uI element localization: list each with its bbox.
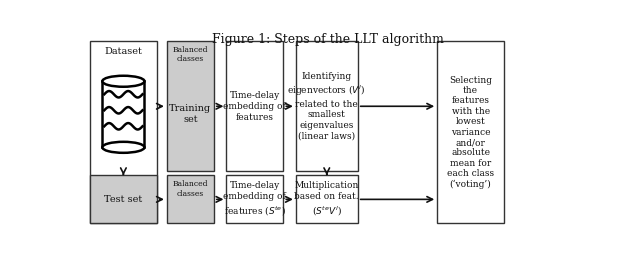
Text: Balanced
classes: Balanced classes [173,46,208,63]
FancyBboxPatch shape [296,175,358,223]
FancyBboxPatch shape [227,175,284,223]
FancyBboxPatch shape [167,41,214,171]
Text: Training
set: Training set [170,104,211,124]
Text: Figure 1: Steps of the LLT algorithm: Figure 1: Steps of the LLT algorithm [212,33,444,46]
Bar [102,81,145,147]
FancyBboxPatch shape [227,41,284,171]
Text: Test set: Test set [104,195,143,204]
FancyBboxPatch shape [90,41,157,223]
FancyBboxPatch shape [296,41,358,171]
FancyBboxPatch shape [437,41,504,223]
FancyBboxPatch shape [167,175,214,223]
Ellipse shape [102,76,145,87]
Text: Selecting
the
features
with the
lowest
variance
and/or
absolute
mean for
each cl: Selecting the features with the lowest v… [447,76,494,189]
Text: Identifying
eigenvectors ($\mathit{V}^l$)
related to the
smallest
eigenvalues
(l: Identifying eigenvectors ($\mathit{V}^l$… [287,72,366,141]
Text: Balanced
classes: Balanced classes [173,180,208,198]
FancyBboxPatch shape [90,175,157,223]
Text: Dataset: Dataset [104,47,142,56]
Text: Time-delay
embedding of
features ($\mathit{S}^{te}$): Time-delay embedding of features ($\math… [223,181,286,218]
Text: Time-delay
embedding of
features: Time-delay embedding of features [223,91,286,122]
Text: Multiplication
based on feat.
($\mathit{S}^{te}\mathit{V}^l$): Multiplication based on feat. ($\mathit{… [294,181,359,218]
Ellipse shape [102,142,145,153]
